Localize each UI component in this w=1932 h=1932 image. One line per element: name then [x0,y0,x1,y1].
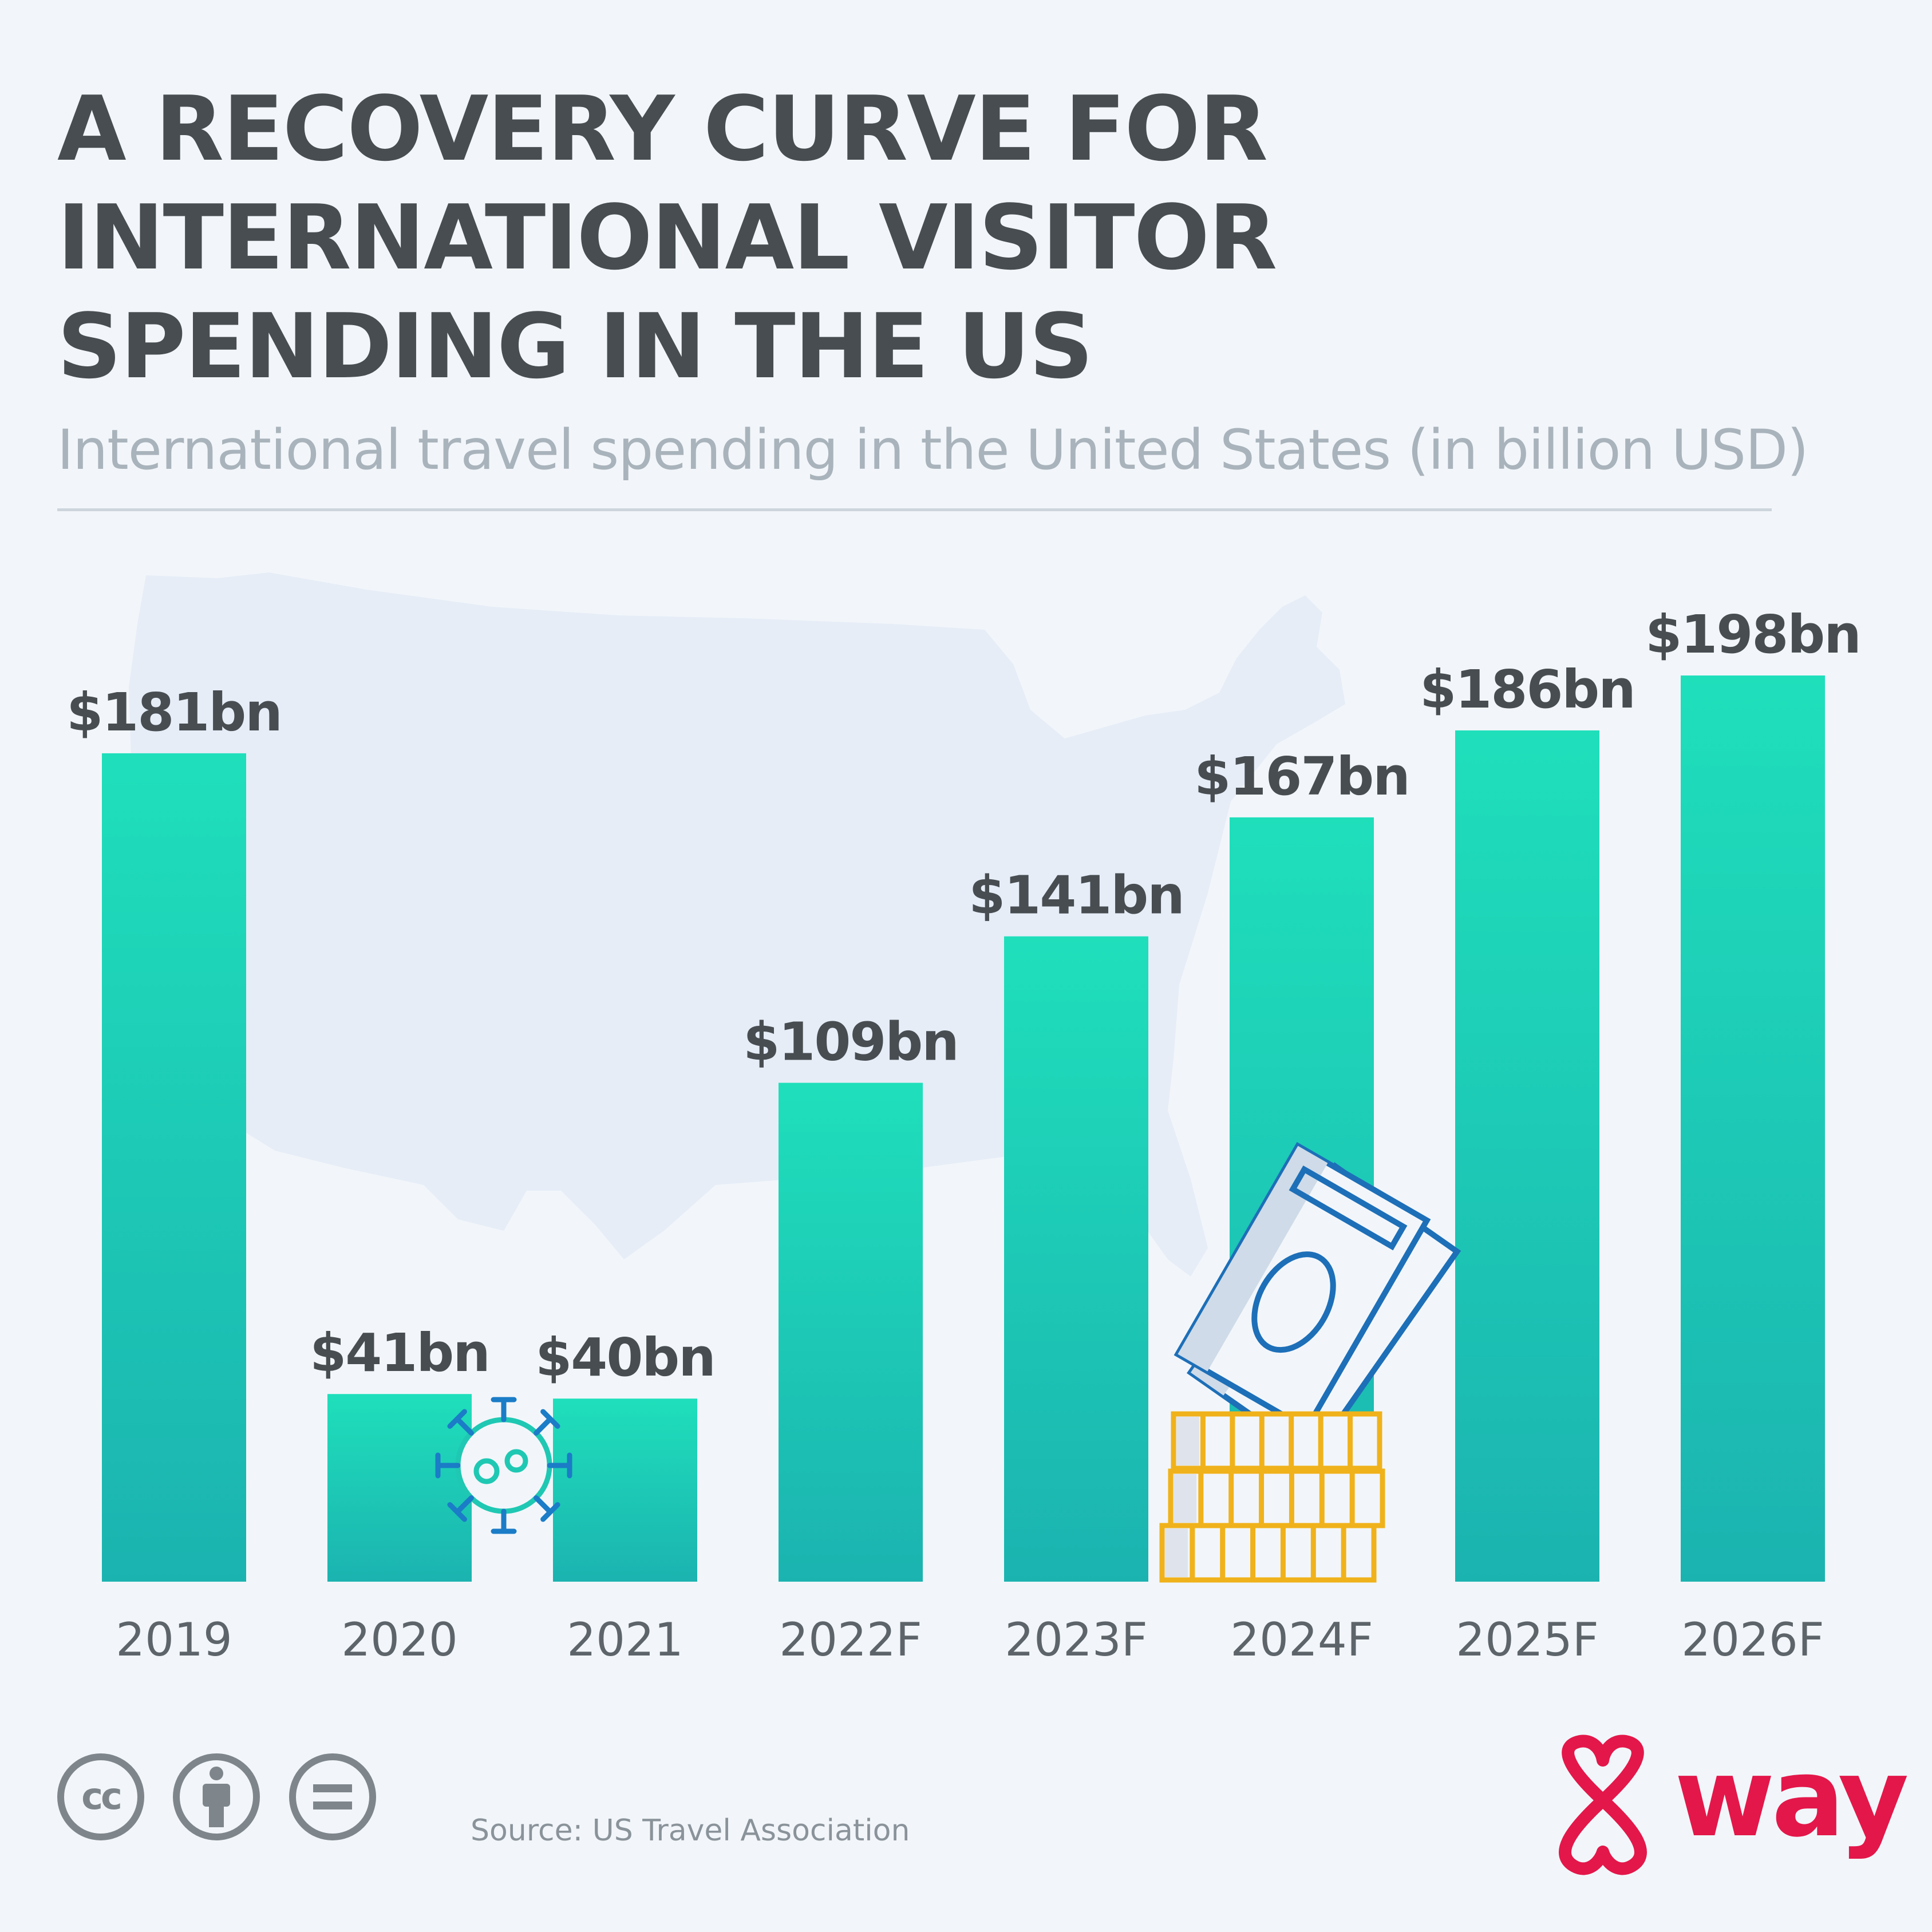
value-label: $181bn [66,682,281,743]
bar-2023f [1004,936,1148,1582]
title-line: INTERNATIONAL VISITOR [57,185,1277,290]
chart-title: A RECOVERY CURVE FOR INTERNATIONAL VISIT… [57,74,1431,401]
x-tick-label: 2019 [116,1613,232,1666]
value-label: $109bn [743,1012,958,1073]
title-line: A RECOVERY CURVE FOR [57,77,1268,181]
bar-2021 [553,1398,697,1582]
value-label: $167bn [1194,746,1409,807]
source-note: Source: US Travel Association [471,1814,910,1848]
x-tick-label: 2021 [567,1613,683,1666]
virus-icon [435,1397,572,1534]
brand-name: way [1674,1735,1909,1861]
chart-subtitle: International travel spending in the Uni… [57,418,1808,482]
x-tick-labels-group: 2019 2020 2021 2022F 2023F 2024F 2025F 2026F [116,1613,1824,1666]
x-tick-label: 2026F [1681,1613,1824,1666]
divider [57,508,1772,511]
x-tick-label: 2020 [341,1613,458,1666]
x-tick-label: 2022F [779,1613,922,1666]
bar-2022f [779,1082,923,1582]
value-labels-group: $181bn $41bn $40bn $109bn $141bn$167bn$186bn… [66,604,1861,1388]
no-derivatives-icon [289,1753,376,1840]
value-label: $40bn [535,1327,714,1388]
bar-2026f [1681,675,1825,1582]
x-tick-label: 2025F [1456,1613,1599,1666]
x-tick-label: 2024F [1230,1613,1373,1666]
x-tick-label: 2023F [1005,1613,1148,1666]
bar-2020 [327,1394,472,1582]
heart-logo-icon [1559,1735,1647,1875]
value-label: $186bn [1420,659,1634,720]
brand-logo: way [1534,1729,1909,1883]
bar-2025f [1455,730,1599,1582]
money-icon [1159,1141,1461,1583]
value-label: $198bn [1645,604,1860,665]
value-label: $41bn [310,1322,489,1384]
attribution-icon [173,1753,260,1840]
bar-chart: $181bn $41bn $40bn $109bn $141bn$167bn$186bn… [66,572,1862,1666]
value-label: $141bn [969,865,1183,926]
title-line: SPENDING IN THE US [57,294,1093,398]
bar-2019 [102,753,246,1582]
cc-license-icon: cc [57,1753,144,1840]
